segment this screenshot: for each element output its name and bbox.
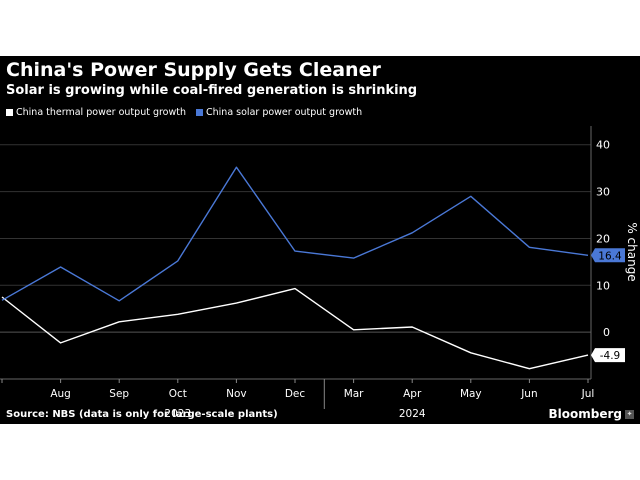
brand-name: Bloomberg (548, 407, 623, 421)
x-tick-label: Nov (226, 388, 247, 400)
y-tick-label: 40 (596, 139, 610, 152)
end-label-box (591, 248, 625, 263)
legend-swatch-solar (196, 109, 204, 116)
brand-icon: ✦ (625, 409, 634, 419)
y-tick-label: 20 (596, 232, 610, 245)
end-value-label: 16.4 (598, 250, 622, 262)
series-line-solar (1, 166, 589, 302)
x-year-label: 2023 (164, 408, 191, 420)
legend-label-thermal: China thermal power output growth (16, 107, 187, 118)
source-note: Source: NBS (data is only for large-scal… (6, 409, 278, 420)
legend-swatch-thermal (6, 109, 13, 116)
x-tick-label: Oct (169, 388, 187, 400)
chart-plot: 0 10 20 30 40 % change Aug Sep Oct Nov Dec Mar Apr Ma… (0, 126, 639, 420)
legend-item-solar: China solar power output growth (196, 107, 362, 118)
x-tick-label: Jun (520, 388, 537, 400)
chart-card: 0 10 20 30 40 % change Aug Sep Oct Nov Dec Mar Apr Ma… (0, 56, 640, 424)
end-label-box (591, 348, 625, 363)
chart-legend: China thermal power output growth China … (6, 107, 362, 118)
x-tick-label: Mar (344, 388, 364, 400)
x-tick-label: Apr (403, 388, 422, 400)
x-tick-label: Jul (581, 388, 595, 400)
x-tick-label: Aug (50, 388, 71, 400)
y-tick-label: 30 (596, 186, 610, 199)
series-line-thermal (1, 287, 589, 370)
x-tick-label: Dec (285, 388, 306, 400)
y-axis-label: % change (625, 222, 639, 281)
y-tick-label: 0 (603, 326, 610, 339)
brand-logo: Bloomberg ✦ (548, 407, 634, 421)
chart-subtitle: Solar is growing while coal-fired genera… (6, 83, 418, 98)
x-tick-label: May (460, 388, 482, 400)
end-value-label: -4.9 (600, 350, 621, 362)
chart-title: China's Power Supply Gets Cleaner (6, 59, 381, 81)
x-year-label: 2024 (399, 408, 426, 420)
y-tick-label: 10 (596, 279, 610, 292)
legend-item-thermal: China thermal power output growth (6, 107, 186, 118)
x-tick-label: Sep (109, 388, 129, 400)
legend-label-solar: China solar power output growth (206, 107, 363, 118)
